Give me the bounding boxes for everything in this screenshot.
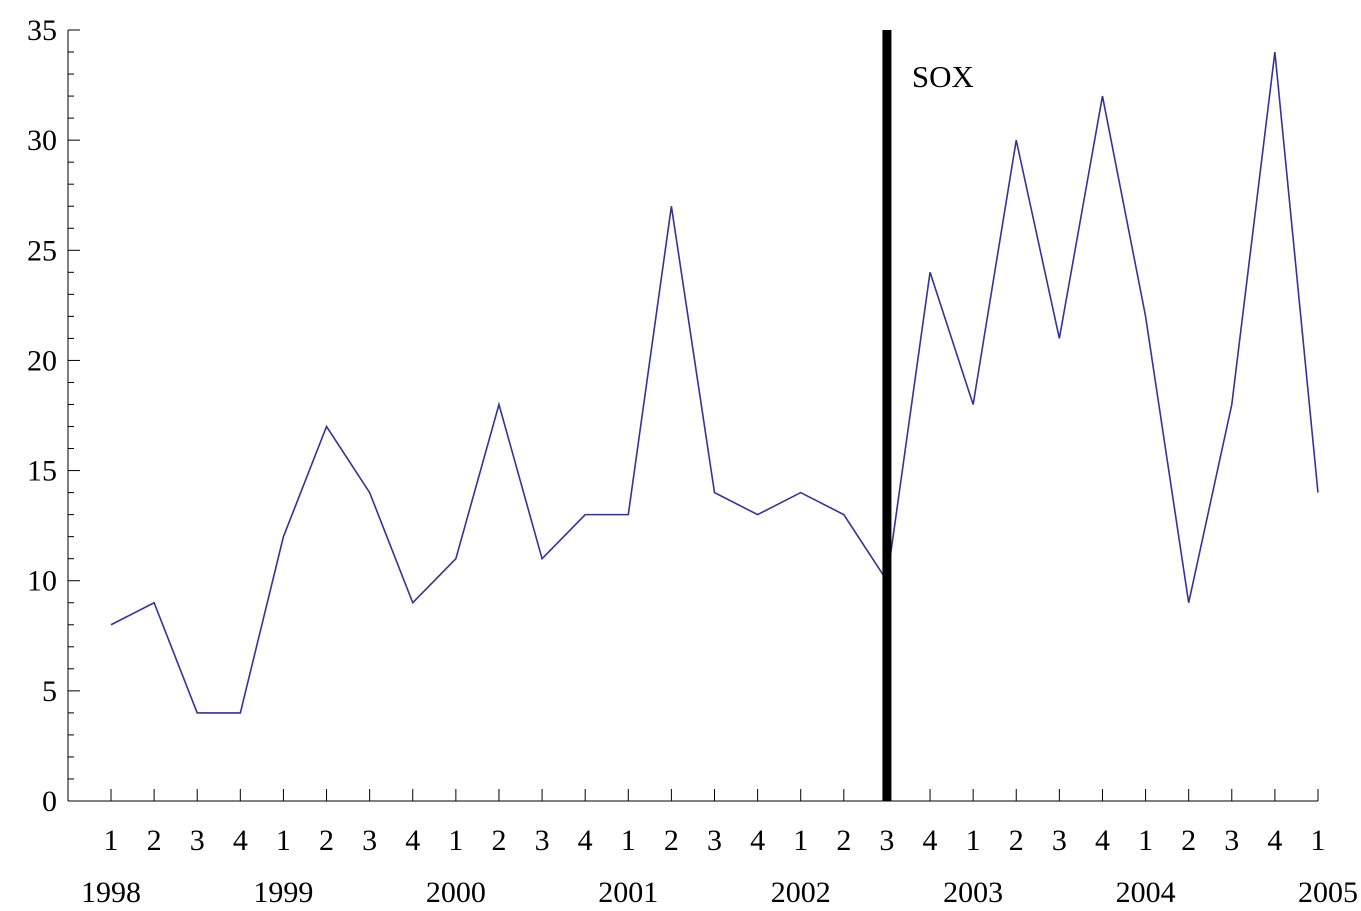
series-group: [110, 51, 1319, 714]
data-point: [1058, 337, 1060, 339]
data-point: [326, 426, 328, 428]
x-quarter-label: 4: [405, 824, 420, 857]
data-point: [196, 712, 198, 714]
y-tick-label: 10: [27, 565, 57, 598]
x-year-label: 1998: [81, 876, 141, 909]
x-year-label: 2004: [1116, 876, 1176, 909]
data-point: [757, 514, 759, 516]
y-tick-label: 5: [42, 675, 57, 708]
data-point: [498, 403, 500, 405]
data-point: [1145, 315, 1147, 317]
x-quarter-label: 1: [104, 824, 119, 857]
data-point: [541, 558, 543, 560]
x-quarter-label: 3: [707, 824, 722, 857]
data-point: [239, 712, 241, 714]
data-point: [153, 602, 155, 604]
y-tick-label: 20: [27, 344, 57, 377]
x-year-label: 2005: [1298, 876, 1358, 909]
x-quarter-label: 1: [793, 824, 808, 857]
x-quarter-label: 4: [233, 824, 248, 857]
x-quarter-label: 2: [147, 824, 162, 857]
x-quarter-label: 4: [578, 824, 593, 857]
x-quarter-label: 2: [491, 824, 506, 857]
y-axis: 0 5 10 15 20 25 30 35: [27, 14, 80, 818]
x-year-label: 2001: [598, 876, 658, 909]
data-point: [1188, 602, 1190, 604]
y-tick-label: 15: [27, 455, 57, 488]
data-point: [584, 514, 586, 516]
data-point: [1231, 403, 1233, 405]
data-point: [1015, 139, 1017, 141]
x-quarter-label: 4: [923, 824, 938, 857]
x-quarter-label: 3: [1052, 824, 1067, 857]
x-quarter-label: 1: [1311, 824, 1326, 857]
data-point: [282, 536, 284, 538]
x-year-label: 1999: [253, 876, 313, 909]
y-tick-label: 35: [27, 14, 57, 47]
annotation-group: SOX: [882, 30, 974, 801]
data-point: [110, 624, 112, 626]
x-year-label: 2000: [426, 876, 486, 909]
y-tick-label: 0: [42, 785, 57, 818]
x-quarter-label: 2: [836, 824, 851, 857]
data-point: [369, 492, 371, 494]
x-quarter-label: 4: [1267, 824, 1282, 857]
x-quarter-label: 2: [664, 824, 679, 857]
data-point: [972, 403, 974, 405]
x-quarter-label: 2: [1181, 824, 1196, 857]
x-quarter-label: 4: [750, 824, 765, 857]
x-quarter-label: 3: [362, 824, 377, 857]
x-quarter-label: 3: [1224, 824, 1239, 857]
x-year-label: 2003: [943, 876, 1003, 909]
data-point: [670, 205, 672, 207]
data-point: [714, 492, 716, 494]
data-point: [1317, 492, 1319, 494]
y-tick-label: 30: [27, 124, 57, 157]
x-quarter-label: 3: [190, 824, 205, 857]
data-point: [412, 602, 414, 604]
data-point: [800, 492, 802, 494]
data-point: [1101, 95, 1103, 97]
data-point: [929, 271, 931, 273]
x-quarter-label: 1: [448, 824, 463, 857]
x-quarter-label: 1: [276, 824, 291, 857]
x-quarter-label: 3: [879, 824, 894, 857]
series-line: [110, 51, 1319, 714]
data-point: [1274, 51, 1276, 53]
data-point: [627, 514, 629, 516]
x-quarter-label: 3: [535, 824, 550, 857]
x-quarter-label: 1: [1138, 824, 1153, 857]
data-point: [455, 558, 457, 560]
x-year-label: 2002: [771, 876, 831, 909]
x-quarter-label: 4: [1095, 824, 1110, 857]
data-point: [843, 514, 845, 516]
x-quarter-label: 1: [966, 824, 981, 857]
x-quarter-label: 1: [621, 824, 636, 857]
y-tick-label: 25: [27, 234, 57, 267]
x-quarter-label: 2: [1009, 824, 1024, 857]
sox-label: SOX: [912, 59, 974, 94]
x-quarter-label: 2: [319, 824, 334, 857]
